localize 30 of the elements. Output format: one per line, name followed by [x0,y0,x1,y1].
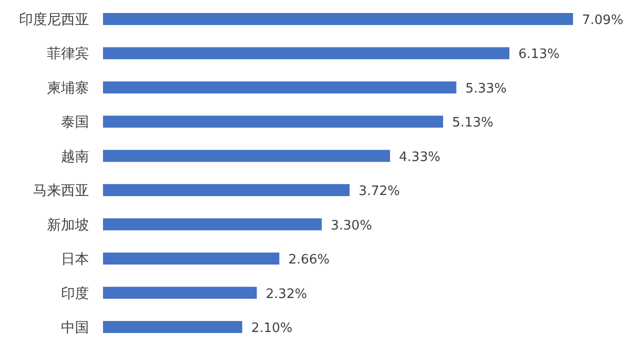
data-label: 5.33% [465,81,507,96]
y-tick-label: 日本 [61,252,89,268]
bar [103,13,573,25]
y-tick-label: 越南 [61,148,89,165]
bar [103,116,444,128]
bar [103,150,390,162]
data-label: 5.13% [452,116,494,131]
y-tick-label: 柬埔寨 [47,80,89,96]
bar [103,81,456,94]
bar [103,218,322,230]
y-tick-label: 菲律宾 [47,46,89,62]
data-label: 7.09% [582,13,624,28]
data-label: 2.32% [266,286,308,302]
data-label: 2.66% [288,252,330,268]
data-label: 3.72% [358,184,400,200]
bar [103,252,280,265]
bar [103,321,242,333]
y-tick-label: 印度 [61,286,89,302]
y-tick-label: 印度尼西亚 [19,12,89,28]
data-label: 4.33% [399,150,440,165]
y-tick-label: 中国 [61,320,89,336]
data-label: 3.30% [330,218,372,234]
y-tick-label: 新加坡 [47,217,89,234]
bar [103,184,350,196]
data-label: 2.10% [251,321,293,336]
bar [103,286,257,299]
data-label: 6.13% [518,47,560,62]
y-tick-label: 泰国 [61,114,89,131]
y-tick-label: 马来西亚 [33,183,89,200]
bar [103,47,510,60]
